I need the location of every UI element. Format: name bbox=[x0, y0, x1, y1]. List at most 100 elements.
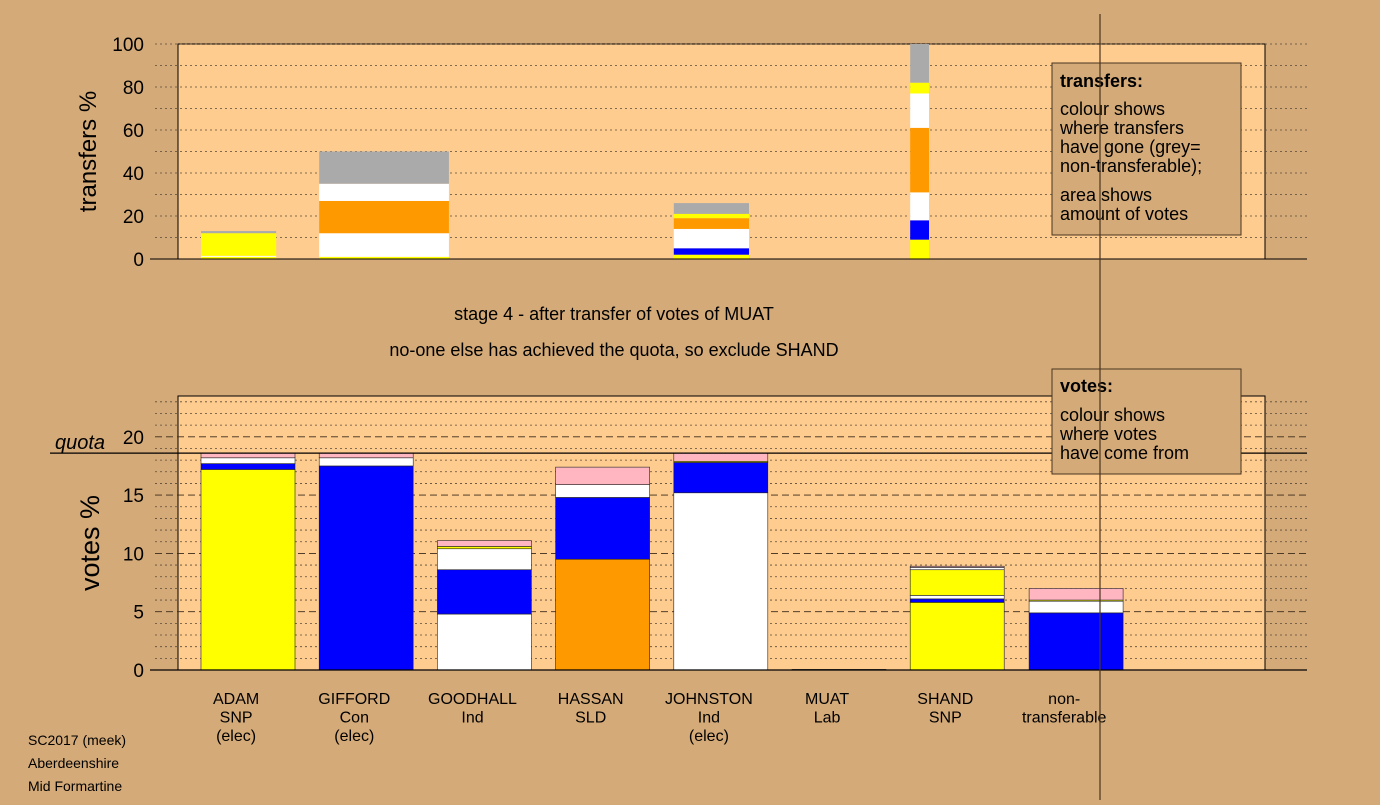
category-label-goodhall: GOODHALL bbox=[428, 691, 517, 708]
votes-legend-line: colour shows bbox=[1060, 405, 1165, 425]
transfers-y-tick-label: 100 bbox=[112, 35, 144, 56]
category-label-gifford: (elec) bbox=[334, 728, 374, 745]
transfer-segment-shand-yellow bbox=[910, 239, 929, 259]
vote-segment-non-transferable-white bbox=[1028, 600, 1124, 614]
stage-caption: stage 4 - after transfer of votes of MUA… bbox=[454, 304, 774, 324]
vote-segment-gifford-pink bbox=[318, 452, 414, 459]
category-label-johnston: Ind bbox=[698, 710, 720, 727]
transfer-segment-shand-orange bbox=[910, 127, 929, 193]
transfer-segment-gifford-white bbox=[319, 183, 449, 201]
vote-segment-johnston-blue bbox=[673, 462, 769, 494]
category-label-hassan: SLD bbox=[575, 710, 606, 727]
vote-segment-johnston-white bbox=[673, 492, 769, 671]
vote-segment-adam-blue bbox=[200, 463, 296, 470]
transfer-segment-gifford-grey bbox=[319, 151, 449, 184]
votes-y-tick-label: 5 bbox=[133, 603, 144, 624]
transfers-legend-line: amount of votes bbox=[1060, 204, 1188, 224]
transfers-y-axis-label: transfers % bbox=[75, 91, 102, 212]
votes-chart: 0 5 10 15 20 votes % quota votes: colour showswh… bbox=[50, 368, 1307, 745]
votes-y-tick-label: 0 bbox=[133, 661, 144, 682]
vote-segment-johnston-pink bbox=[673, 452, 769, 462]
vote-segment-goodhall-blue bbox=[437, 569, 532, 615]
vote-segment-goodhall-white bbox=[437, 548, 532, 571]
vote-segment-hassan-white bbox=[555, 484, 650, 498]
vote-segment-hassan-blue bbox=[555, 497, 650, 560]
transfers-legend-line: non-transferable); bbox=[1060, 156, 1202, 176]
footer-council: Aberdeenshire bbox=[28, 755, 120, 771]
category-label-non-transferable: non- bbox=[1048, 691, 1080, 708]
transfer-segment-adam-grey bbox=[201, 231, 277, 234]
category-label-goodhall: Ind bbox=[461, 710, 483, 727]
category-label-shand: SNP bbox=[929, 710, 962, 727]
vote-segment-goodhall-white bbox=[437, 613, 532, 671]
transfers-legend-line: area shows bbox=[1060, 185, 1152, 205]
transfer-segment-adam-white bbox=[201, 255, 277, 257]
transfers-legend-line: colour shows bbox=[1060, 99, 1165, 119]
transfers-y-tick-label: 0 bbox=[133, 250, 144, 271]
vote-segment-shand-pink bbox=[909, 565, 1005, 568]
transfers-y-tick-label: 40 bbox=[123, 164, 144, 185]
vote-segment-adam-yellow bbox=[200, 469, 296, 671]
transfer-segment-shand-blue bbox=[910, 220, 929, 240]
transfer-segment-shand-yellow bbox=[910, 82, 929, 94]
footer-method: SC2017 (meek) bbox=[28, 732, 127, 748]
transfers-legend-box bbox=[1051, 62, 1242, 236]
votes-legend-box bbox=[1051, 368, 1242, 475]
vote-segment-hassan-orange bbox=[555, 558, 650, 671]
category-label-muat: MUAT bbox=[805, 691, 849, 708]
votes-legend-line: have come from bbox=[1060, 443, 1189, 463]
vote-segment-adam-white bbox=[200, 457, 296, 464]
vote-segment-non-transferable-blue bbox=[1028, 612, 1124, 671]
vote-segment-shand-blue bbox=[909, 598, 1005, 603]
category-label-adam: (elec) bbox=[216, 728, 256, 745]
category-label-johnston: (elec) bbox=[689, 728, 729, 745]
votes-y-tick-label: 20 bbox=[123, 428, 144, 449]
category-label-adam: ADAM bbox=[213, 691, 259, 708]
transfer-segment-johnston-yellow bbox=[673, 213, 749, 219]
transfer-segment-johnston-grey bbox=[673, 203, 749, 214]
votes-legend-title: votes: bbox=[1060, 376, 1113, 396]
vote-segment-goodhall-yellow bbox=[437, 546, 532, 550]
quota-label: quota bbox=[55, 432, 105, 454]
transfers-legend-line: where transfers bbox=[1059, 118, 1184, 138]
transfer-segment-shand-white bbox=[910, 192, 929, 221]
transfer-segment-gifford-orange bbox=[319, 200, 449, 234]
transfer-segment-johnston-white bbox=[673, 228, 749, 249]
vote-segment-shand-white bbox=[909, 567, 1005, 571]
vote-segment-gifford-white bbox=[318, 457, 414, 467]
transfers-y-tick-label: 60 bbox=[123, 121, 144, 142]
vote-segment-goodhall-pink bbox=[437, 540, 532, 547]
transfer-segment-gifford-yellow bbox=[319, 256, 449, 259]
transfers-chart: 0 20 40 60 80 100 transfers % transfers: colour … bbox=[75, 35, 1307, 271]
transfers-legend-line: have gone (grey= bbox=[1060, 137, 1201, 157]
exclusion-caption: no-one else has achieved the quota, so e… bbox=[389, 340, 838, 360]
transfers-legend-title: transfers: bbox=[1060, 71, 1143, 91]
vote-segment-shand-white bbox=[909, 595, 1005, 600]
transfer-segment-adam-yellow bbox=[201, 256, 277, 259]
votes-legend-line: where votes bbox=[1059, 424, 1157, 444]
category-label-shand: SHAND bbox=[917, 691, 973, 708]
category-label-johnston: JOHNSTON bbox=[665, 691, 753, 708]
transfer-segment-johnston-orange bbox=[673, 218, 749, 229]
votes-y-axis-label: votes % bbox=[75, 495, 105, 591]
vote-segment-shand-yellow bbox=[909, 569, 1005, 596]
transfer-segment-gifford-white bbox=[319, 233, 449, 257]
category-label-gifford: GIFFORD bbox=[318, 691, 390, 708]
transfers-y-tick-label: 80 bbox=[123, 78, 144, 99]
vote-segment-non-transferable-pink bbox=[1028, 588, 1124, 601]
transfer-segment-shand-grey bbox=[910, 44, 929, 83]
vote-segment-shand-yellow bbox=[909, 602, 1005, 671]
category-label-non-transferable: transferable bbox=[1022, 710, 1107, 727]
category-label-adam: SNP bbox=[220, 710, 253, 727]
transfers-y-tick-label: 20 bbox=[123, 207, 144, 228]
votes-y-tick-label: 15 bbox=[123, 486, 144, 507]
category-label-hassan: HASSAN bbox=[558, 691, 624, 708]
transfer-segment-johnston-yellow bbox=[673, 254, 749, 259]
votes-y-tick-label: 10 bbox=[123, 544, 144, 565]
footer-ward: Mid Formartine bbox=[28, 778, 123, 794]
category-label-gifford: Con bbox=[340, 710, 369, 727]
transfer-segment-adam-yellow bbox=[201, 233, 277, 256]
vote-segment-hassan-pink bbox=[555, 466, 650, 485]
category-label-muat: Lab bbox=[814, 710, 841, 727]
